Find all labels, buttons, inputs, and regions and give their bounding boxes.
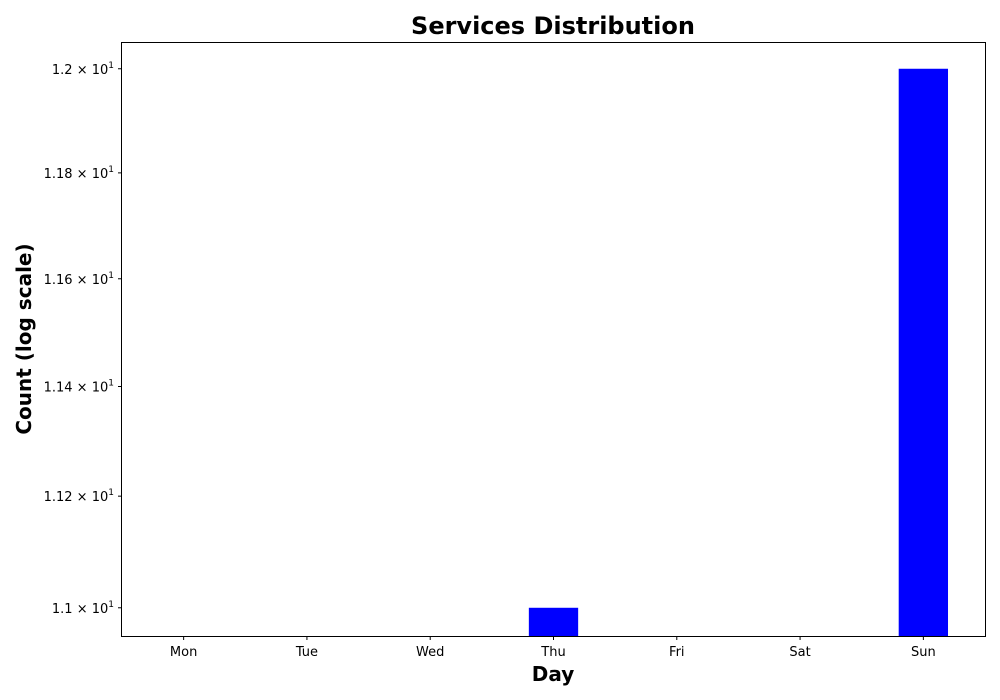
y-tick-label: 1.1 × 101 (52, 600, 114, 617)
plot-frame (121, 42, 986, 637)
x-tick-label-thu: Thu (540, 645, 565, 660)
x-tick-label-wed: Wed (416, 645, 444, 660)
y-tick-label: 1.12 × 101 (44, 488, 114, 505)
bars-group (528, 68, 949, 636)
x-tick-label-fri: Fri (669, 645, 685, 660)
x-tick-label-sat: Sat (789, 645, 810, 660)
x-axis-ticks: Mon Tue Wed Thu Fri Sat Sun (170, 636, 936, 660)
chart-title: Services Distribution (411, 12, 695, 40)
x-tick-label-tue: Tue (295, 645, 318, 660)
y-axis-label: Count (log scale) (12, 243, 36, 434)
x-tick-label-mon: Mon (170, 645, 197, 660)
y-tick-label: 1.18 × 101 (44, 165, 114, 182)
x-axis-label: Day (532, 662, 575, 686)
y-axis-ticks: 1.1 × 101 1.12 × 101 1.14 × 101 1.16 × 101 1… (44, 61, 122, 617)
x-tick-label-sun: Sun (911, 645, 936, 660)
bar-sun (898, 68, 949, 636)
y-tick-label: 1.14 × 101 (44, 379, 114, 396)
y-tick-label: 1.2 × 101 (52, 61, 114, 78)
bar-thu (528, 607, 579, 636)
y-tick-label: 1.16 × 101 (44, 271, 114, 288)
